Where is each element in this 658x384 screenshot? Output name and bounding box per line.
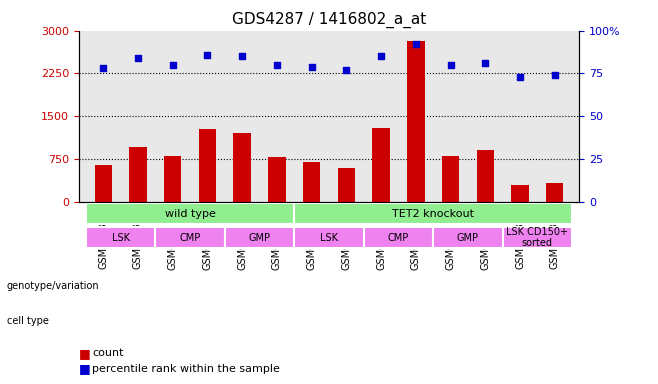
Bar (476, 150, 494, 202)
Text: LSK: LSK (320, 233, 338, 243)
Bar (234, 132, 251, 202)
Text: percentile rank within the sample: percentile rank within the sample (92, 364, 280, 374)
Point (237, 53, 247, 60)
Point (202, 51, 213, 58)
Point (411, 41, 421, 48)
FancyBboxPatch shape (155, 227, 225, 248)
FancyBboxPatch shape (294, 203, 572, 224)
Text: TET2 knockout: TET2 knockout (392, 209, 474, 218)
Point (515, 74, 525, 80)
Text: ■: ■ (79, 362, 91, 375)
FancyBboxPatch shape (364, 227, 433, 248)
Point (167, 62, 178, 68)
Text: CMP: CMP (180, 233, 201, 243)
Bar (95, 165, 112, 202)
Text: CMP: CMP (388, 233, 409, 243)
Bar (407, 41, 424, 202)
FancyBboxPatch shape (225, 227, 294, 248)
Point (307, 63, 317, 70)
Text: LSK: LSK (112, 233, 130, 243)
Bar (442, 156, 459, 202)
FancyBboxPatch shape (294, 227, 364, 248)
Point (272, 62, 282, 68)
FancyBboxPatch shape (433, 227, 503, 248)
Text: genotype/variation: genotype/variation (7, 281, 99, 291)
Point (341, 67, 351, 73)
Text: ■: ■ (79, 347, 91, 360)
FancyBboxPatch shape (86, 227, 155, 248)
Text: wild type: wild type (164, 209, 216, 218)
Bar (338, 168, 355, 202)
Point (445, 62, 456, 68)
Bar (130, 147, 147, 202)
Point (376, 53, 386, 60)
Bar (546, 183, 563, 202)
Bar (199, 129, 216, 202)
Bar (268, 157, 286, 202)
Text: GMP: GMP (457, 233, 479, 243)
Title: GDS4287 / 1416802_a_at: GDS4287 / 1416802_a_at (232, 12, 426, 28)
FancyBboxPatch shape (86, 203, 294, 224)
Bar (164, 156, 182, 202)
Bar (511, 185, 528, 202)
Point (133, 55, 143, 61)
Point (98, 65, 109, 71)
Text: cell type: cell type (7, 316, 49, 326)
Bar (303, 162, 320, 202)
Text: LSK CD150+
sorted: LSK CD150+ sorted (507, 227, 569, 248)
Bar (372, 127, 390, 202)
Text: GMP: GMP (249, 233, 270, 243)
Point (549, 72, 560, 78)
Text: count: count (92, 348, 124, 358)
Point (480, 60, 491, 66)
FancyBboxPatch shape (503, 227, 572, 248)
